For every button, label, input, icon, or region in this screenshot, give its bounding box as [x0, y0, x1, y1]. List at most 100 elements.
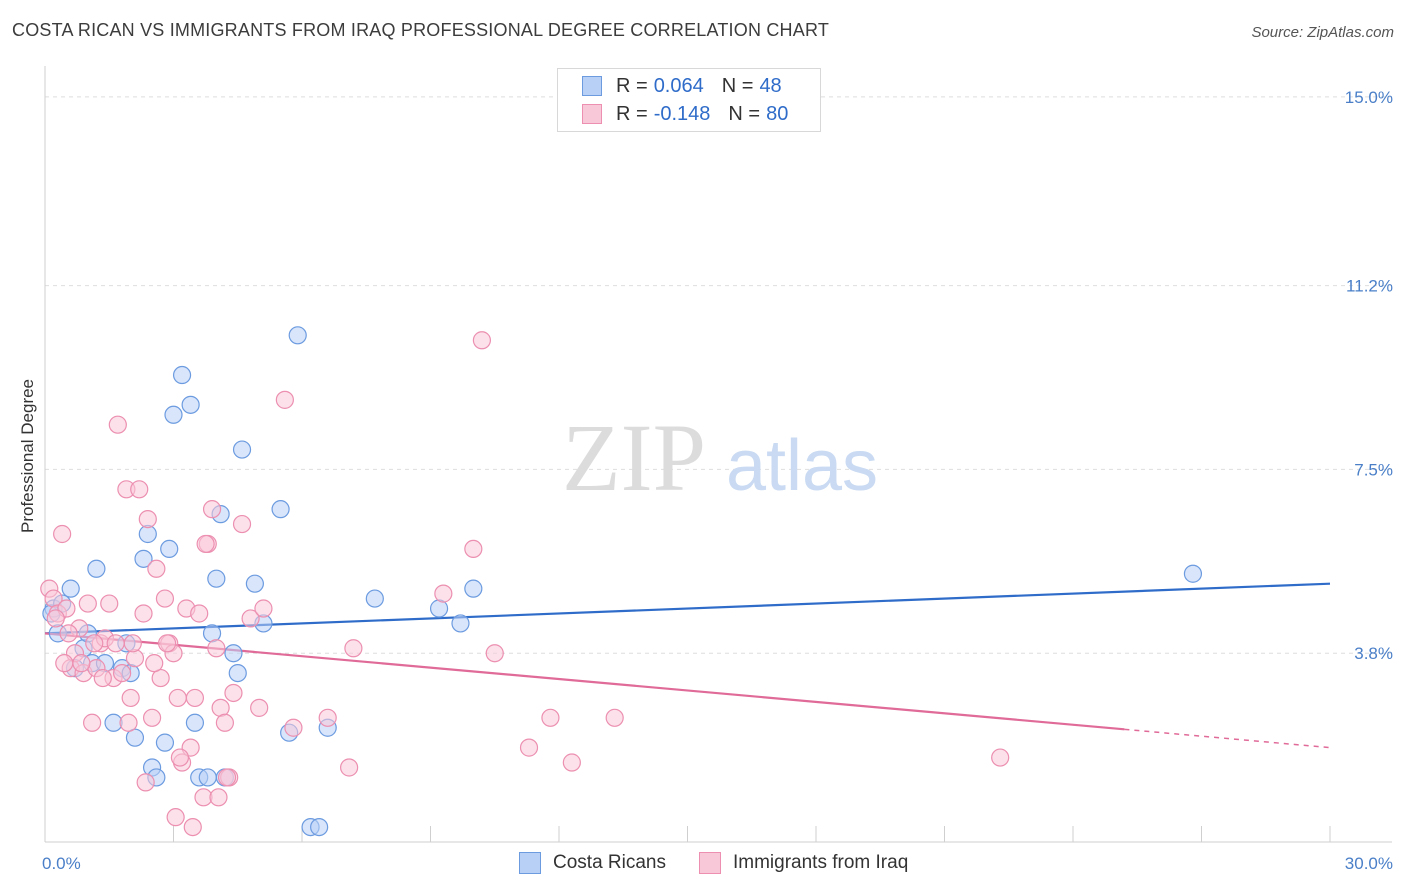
- point-iraq: [130, 480, 149, 499]
- point-iraq: [434, 584, 453, 603]
- point-iraq: [190, 604, 209, 623]
- point-costa-ricans: [207, 569, 226, 588]
- y-tick-label: 15.0%: [1345, 88, 1393, 107]
- legend-swatch-pink: [699, 852, 721, 874]
- point-costa-ricans: [172, 365, 192, 385]
- legend-row-costa-ricans: R = 0.064 N = 48: [582, 73, 782, 99]
- stats-legend: R = 0.064 N = 48 R = -0.148 N = 80: [557, 68, 821, 132]
- point-iraq: [157, 634, 177, 653]
- legend-row-iraq: R = -0.148 N = 80: [582, 101, 788, 127]
- point-iraq: [134, 604, 153, 623]
- point-iraq: [183, 817, 202, 837]
- point-iraq: [605, 708, 624, 727]
- point-costa-ricans: [271, 500, 290, 519]
- tick-labels: 3.8% 7.5% 11.2% 15.0% 0.0% 30.0%: [42, 88, 1393, 873]
- point-costa-ricans: [160, 539, 179, 559]
- axes: [44, 66, 1392, 843]
- source-credit: Source: ZipAtlas.com: [1251, 24, 1394, 41]
- point-iraq: [53, 524, 72, 544]
- point-iraq: [209, 788, 228, 807]
- point-iraq: [138, 509, 157, 529]
- point-iraq: [59, 624, 78, 643]
- point-costa-ricans: [181, 395, 200, 414]
- point-iraq: [472, 331, 491, 350]
- point-costa-ricans: [155, 733, 175, 752]
- point-iraq: [541, 708, 560, 727]
- point-iraq: [562, 753, 581, 772]
- legend-r-label: R =: [616, 74, 648, 97]
- point-iraq: [485, 644, 504, 663]
- y-tick-label: 3.8%: [1354, 644, 1393, 663]
- x-tick-label: 30.0%: [1345, 854, 1393, 873]
- point-iraq: [275, 390, 294, 409]
- point-costa-ricans: [202, 624, 222, 643]
- point-iraq: [224, 683, 243, 703]
- point-iraq: [112, 663, 132, 683]
- point-iraq: [340, 758, 359, 777]
- point-iraq: [196, 534, 215, 554]
- legend-r-value: -0.148: [653, 102, 711, 125]
- trend-line-0: [44, 582, 1331, 635]
- point-iraq: [232, 514, 252, 534]
- data-points: [40, 326, 1203, 837]
- point-iraq: [168, 688, 187, 708]
- point-iraq: [85, 634, 104, 653]
- point-iraq: [147, 559, 166, 578]
- point-costa-ricans: [224, 644, 243, 663]
- point-iraq: [284, 718, 303, 737]
- point-iraq: [72, 654, 91, 673]
- point-iraq: [46, 609, 65, 628]
- legend-label-costa-ricans: Costa Ricans: [553, 852, 666, 873]
- point-iraq: [215, 713, 234, 732]
- point-costa-ricans: [464, 579, 483, 598]
- point-iraq: [211, 698, 230, 717]
- point-costa-ricans: [288, 326, 307, 345]
- trend-line-dashed-1: [1124, 728, 1331, 749]
- point-costa-ricans: [198, 768, 217, 787]
- point-iraq: [170, 748, 190, 767]
- point-iraq: [142, 708, 162, 727]
- legend-n-label: N =: [721, 74, 754, 97]
- watermark-zip: ZIP: [562, 404, 706, 511]
- point-iraq: [166, 808, 185, 827]
- legend-r-value: 0.064: [653, 74, 704, 97]
- point-iraq: [125, 649, 145, 668]
- point-iraq: [55, 654, 74, 673]
- point-iraq: [318, 708, 337, 727]
- point-iraq: [344, 639, 363, 658]
- point-costa-ricans: [1183, 564, 1203, 583]
- legend-item-costa-ricans[interactable]: Costa Ricans: [519, 852, 666, 874]
- point-iraq: [93, 668, 112, 688]
- point-costa-ricans: [228, 663, 247, 683]
- point-costa-ricans: [365, 589, 384, 608]
- point-iraq: [991, 748, 1010, 767]
- point-iraq: [185, 688, 205, 708]
- point-iraq: [83, 713, 102, 732]
- point-iraq: [241, 609, 260, 628]
- legend-item-iraq[interactable]: Immigrants from Iraq: [699, 852, 908, 874]
- point-iraq: [136, 773, 155, 792]
- legend-n-label: N =: [728, 102, 761, 125]
- point-iraq: [145, 654, 164, 673]
- point-iraq: [519, 738, 539, 757]
- point-costa-ricans: [451, 614, 470, 633]
- trend-line-1: [44, 632, 1125, 731]
- point-costa-ricans: [429, 599, 449, 618]
- y-axis-label: Professional Degree: [18, 379, 37, 533]
- point-iraq: [217, 768, 237, 787]
- point-iraq: [119, 713, 138, 732]
- point-costa-ricans: [164, 405, 183, 424]
- x-tick-label: 0.0%: [42, 854, 81, 873]
- point-iraq: [207, 639, 226, 658]
- legend-n-value: 48: [759, 74, 782, 97]
- legend-n-value: 80: [766, 102, 789, 125]
- point-iraq: [121, 688, 140, 708]
- point-costa-ricans: [61, 579, 80, 598]
- series-legend: Costa Ricans Immigrants from Iraq: [0, 852, 1406, 878]
- legend-r-label: R =: [616, 102, 648, 125]
- point-iraq: [108, 415, 127, 434]
- point-costa-ricans: [185, 713, 205, 732]
- point-iraq: [250, 698, 269, 717]
- point-iraq: [100, 594, 119, 613]
